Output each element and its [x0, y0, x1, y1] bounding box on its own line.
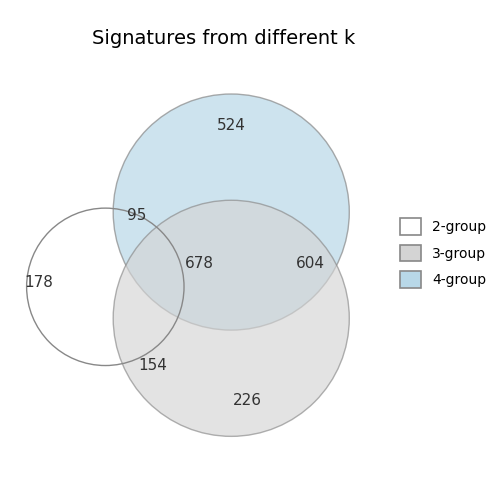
- Text: 178: 178: [24, 275, 53, 290]
- Circle shape: [113, 200, 349, 436]
- Text: 226: 226: [232, 394, 262, 408]
- Text: 154: 154: [138, 358, 167, 373]
- Circle shape: [113, 94, 349, 330]
- Text: 95: 95: [127, 209, 147, 223]
- Title: Signatures from different k: Signatures from different k: [92, 29, 355, 47]
- Text: 524: 524: [217, 118, 245, 133]
- Text: 678: 678: [185, 256, 214, 271]
- Legend: 2-group, 3-group, 4-group: 2-group, 3-group, 4-group: [395, 212, 492, 294]
- Text: 604: 604: [295, 256, 325, 271]
